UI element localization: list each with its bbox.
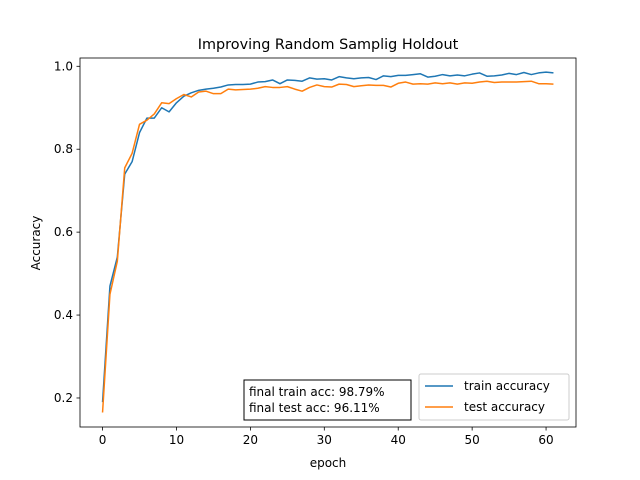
x-axis-label: epoch <box>310 456 347 470</box>
y-axis-label: Accuracy <box>29 216 43 271</box>
annotation-box <box>243 379 412 421</box>
annotation-text: final test acc: 96.11% <box>249 401 380 415</box>
plot-frame <box>79 57 577 428</box>
x-tick-label: 60 <box>538 433 553 447</box>
y-tick-label: 0.4 <box>54 308 73 322</box>
legend-label-test: test accuracy <box>464 400 545 414</box>
legend-box <box>418 373 570 421</box>
x-tick-label: 10 <box>169 433 184 447</box>
x-tick-label: 50 <box>465 433 480 447</box>
y-tick-label: 0.6 <box>54 225 73 239</box>
y-tick-label: 0.2 <box>54 391 73 405</box>
series-line-test <box>101 80 554 413</box>
x-tick-label: 20 <box>243 433 258 447</box>
chart-title: Improving Random Samplig Holdout <box>198 37 459 53</box>
x-tick-label: 30 <box>317 433 332 447</box>
x-tick-label: 0 <box>99 433 107 447</box>
series-line-train <box>101 71 554 403</box>
annotation-text: final train acc: 98.79% <box>249 385 385 399</box>
y-tick-label: 0.8 <box>54 142 73 156</box>
plot-area: 0 10 20 30 40 50 60 0.2 0.4 0.6 0.8 1.0 final train … <box>54 57 577 447</box>
legend-label-train: train accuracy <box>464 379 550 393</box>
y-tick-label: 1.0 <box>54 59 73 73</box>
x-tick-label: 40 <box>391 433 406 447</box>
